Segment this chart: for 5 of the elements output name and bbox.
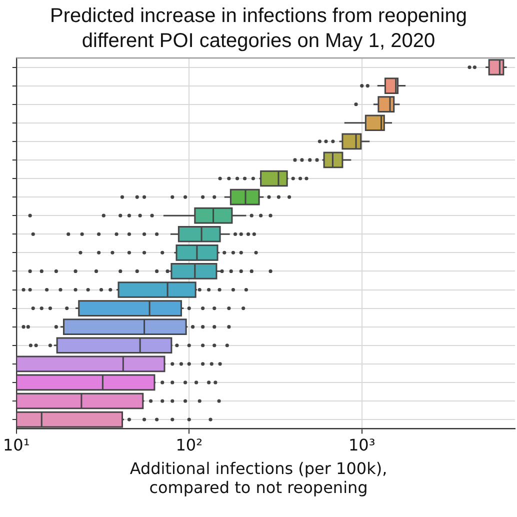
x-axis-title: Additional infections (per 100k), compared to not reopening — [128, 459, 388, 497]
x-tick-label: 10³ — [348, 436, 376, 455]
chart-title: Predicted increase in infections from reopening different POI categories on May 1, 2020 — [49, 4, 468, 54]
x-tick-label: 10¹ — [2, 436, 30, 455]
x-tick-label: 10² — [176, 436, 203, 455]
